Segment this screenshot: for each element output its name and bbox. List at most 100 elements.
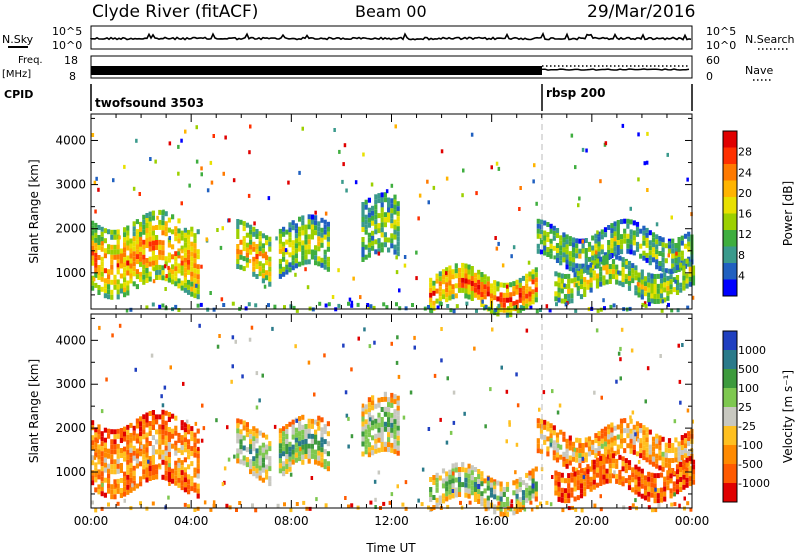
echo-cell [139,441,143,447]
echo-cell [477,279,481,285]
echo-cell [454,283,458,289]
echo-cell [521,290,526,296]
echo-cell [631,278,635,284]
echo-cell [288,252,292,258]
echo-cell [579,294,584,300]
echo-cell [521,300,526,306]
echo-cell [613,226,617,232]
echo-cell [167,257,171,263]
echo-cell [135,453,139,459]
echo-cell [546,426,550,432]
echo-cell [380,242,384,248]
echo-cell [568,261,572,267]
echo-cell [91,285,95,291]
echo-cell [110,459,114,465]
echo-cell [621,481,625,487]
echo-cell [167,265,170,270]
echo-cell [301,434,305,440]
echo-cell [581,443,585,448]
echo-cell [570,298,574,304]
echo-cell [383,192,387,198]
echo-cell [252,226,256,232]
echo-cell [555,248,560,253]
echo-cell [396,221,400,227]
echo-cell [258,231,262,237]
echo-cell [525,492,529,498]
echo-cell [135,239,139,245]
echo-cell [645,237,649,243]
echo-cell [110,249,114,255]
echo-cell [196,493,200,499]
echo-cell [605,269,609,275]
echo-cell [597,251,601,257]
echo-cell [164,420,168,426]
echo-cell [110,439,114,445]
echo-cell [581,147,585,152]
echo-cell [632,220,636,226]
echo-cell [432,290,436,296]
echo-cell [174,425,178,431]
echo-cell [579,478,584,484]
echo-cell [417,216,420,221]
echo-cell [441,468,446,474]
echo-cell [593,503,597,508]
echo-cell [278,233,282,239]
echo-cell [190,476,194,482]
echo-cell [659,273,664,279]
echo-cell [531,279,535,285]
echo-cell [295,418,298,423]
echo-cell [675,479,680,485]
echo-cell [661,436,665,442]
echo-cell [599,281,603,287]
echo-cell [278,238,282,244]
echo-cell [377,470,381,475]
echo-cell [187,444,191,450]
echo-cell [688,466,692,472]
echo-cell [239,449,243,455]
echo-cell [132,465,136,471]
echo-cell [645,257,649,263]
echo-cell [116,463,120,469]
echo-cell [268,281,272,287]
echo-cell [497,166,501,171]
echo-cell [390,422,394,428]
echo-cell [164,425,168,431]
echo-cell [571,466,576,472]
echo-cell [597,451,601,456]
echo-cell [155,414,159,420]
echo-cell [285,469,289,474]
echo-cell [655,463,659,469]
echo-cell [285,444,289,449]
echo-cell [557,297,561,303]
echo-cell [666,290,670,296]
echo-cell [298,431,302,437]
echo-cell [161,245,165,251]
echo-cell [512,291,516,297]
echo-cell [387,217,391,223]
echo-cell [648,255,652,261]
echo-cell [182,381,185,386]
echo-cell [310,443,314,449]
echo-cell [575,457,579,463]
echo-cell [546,237,550,242]
echo-cell [323,264,327,270]
echo-cell [110,244,114,250]
echo-cell [380,197,384,203]
echo-cell [586,279,590,285]
echo-cell [155,260,159,265]
echo-cell [455,304,459,309]
echo-cell [629,415,632,420]
echo-cell [655,244,659,250]
echo-cell [151,235,155,241]
echo-cell [91,275,95,281]
echo-cell [145,457,149,463]
echo-cell [302,500,306,505]
echo-cell [100,276,104,282]
echo-cell [119,433,123,438]
echo-cell [650,298,654,304]
echo-cell [650,283,654,289]
echo-cell [285,434,289,439]
echo-cell [307,259,311,265]
echo-cell [298,170,301,175]
echo-cell [599,456,603,461]
